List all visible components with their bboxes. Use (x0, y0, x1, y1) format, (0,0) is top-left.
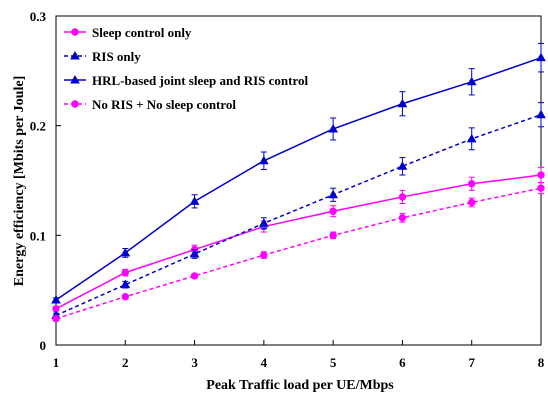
data-point (258, 218, 269, 227)
data-point (537, 184, 545, 192)
data-point (466, 76, 477, 86)
data-point (120, 247, 131, 257)
series-line (55, 174, 542, 310)
x-tick-label: 7 (468, 355, 475, 370)
legend-label: HRL-based joint sleep and RIS control (92, 73, 308, 88)
data-point (536, 52, 546, 62)
series-line (55, 56, 542, 301)
legend-item: RIS only (64, 49, 141, 64)
y-tick-label: 0.1 (30, 228, 46, 243)
legend-label: Sleep control only (92, 25, 192, 40)
x-tick-label: 2 (122, 355, 129, 370)
series-2 (51, 102, 546, 319)
legend-marker (70, 50, 80, 60)
data-point (189, 196, 200, 205)
x-tick-label: 5 (330, 355, 337, 370)
data-point (120, 279, 131, 289)
y-tick-label: 0.2 (30, 119, 46, 134)
legend-label: RIS only (92, 49, 141, 64)
series-1 (52, 166, 545, 313)
data-point (189, 248, 200, 258)
x-tick-label: 1 (53, 355, 60, 370)
y-tick-label: 0.3 (30, 9, 47, 24)
legend-marker (71, 100, 79, 108)
x-axis-title: Peak Traffic load per UE/Mbps (206, 378, 394, 393)
data-point (397, 161, 408, 170)
data-point (121, 293, 129, 301)
data-point (258, 155, 269, 165)
legend-marker (71, 28, 79, 36)
x-tick-label: 6 (399, 355, 406, 370)
data-point (468, 198, 476, 207)
data-point (466, 133, 477, 143)
data-point (536, 109, 546, 119)
series-4 (52, 182, 545, 323)
x-tick-label: 8 (538, 355, 545, 370)
legend-label: No RIS + No sleep control (92, 97, 236, 112)
data-point (190, 272, 199, 280)
data-point (328, 189, 339, 199)
y-tick-label: 0 (40, 338, 47, 353)
y-axis-title: Energy efficiency [Mbits per Joule] (12, 76, 27, 286)
data-point (52, 314, 60, 323)
data-point (537, 171, 545, 179)
data-point (398, 214, 407, 222)
data-point (468, 180, 476, 188)
x-tick-label: 3 (191, 355, 198, 370)
legend-item: Sleep control only (64, 25, 192, 40)
data-point (329, 231, 337, 240)
series-line (55, 187, 542, 320)
legend-item: HRL-based joint sleep and RIS control (64, 73, 308, 88)
data-point (121, 268, 129, 277)
series-3 (51, 42, 546, 304)
data-point (260, 251, 268, 259)
legend: Sleep control only RIS only HRL-based join… (64, 25, 308, 112)
data-point (398, 193, 407, 201)
data-point (328, 123, 339, 133)
chart-marks (51, 42, 546, 323)
data-point (51, 295, 61, 304)
data-point (397, 98, 408, 108)
legend-item: No RIS + No sleep control (64, 97, 236, 112)
legend-marker (70, 74, 80, 84)
data-point (329, 207, 337, 215)
x-tick-label: 4 (261, 355, 268, 370)
